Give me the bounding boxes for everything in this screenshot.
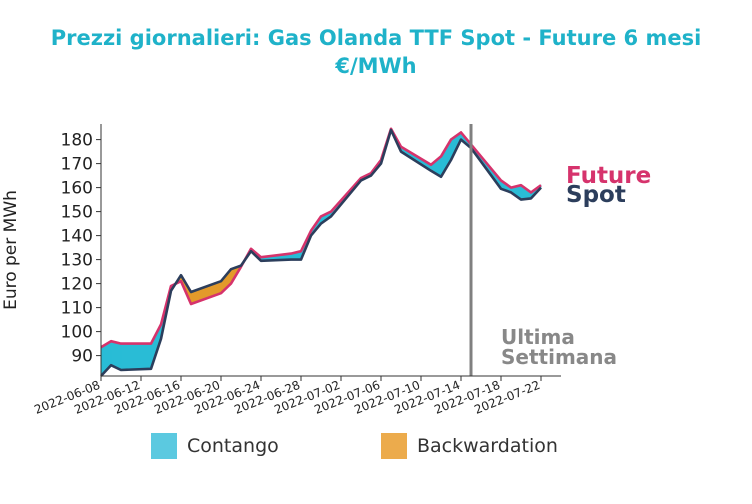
spread-fill <box>190 280 222 305</box>
y-tick-label: 140 <box>61 227 93 247</box>
y-tick-label: 100 <box>61 323 93 343</box>
legend-item-backwardation: Backwardation <box>381 432 558 460</box>
chart-title-line-1: Prezzi giornalieri: Gas Olanda TTF Spot … <box>50 26 702 50</box>
axes: 901001101201301401501601701802022-06-082… <box>1 124 561 417</box>
spot-line <box>100 128 542 377</box>
y-tick-label: 130 <box>61 251 93 271</box>
y-tick-label: 150 <box>61 203 93 223</box>
y-tick-label: 120 <box>61 275 93 295</box>
series-lines <box>100 127 542 377</box>
settimana-label: Settimana <box>501 345 617 369</box>
y-tick-label: 170 <box>61 155 93 175</box>
contango-swatch <box>151 433 177 459</box>
y-tick-label: 180 <box>61 131 93 151</box>
chart-title-line-2: €/MWh <box>335 54 417 78</box>
spread-fills <box>100 127 542 377</box>
y-tick-label: 110 <box>61 299 93 319</box>
spread-fill <box>440 138 452 178</box>
spread-fill <box>120 343 152 371</box>
y-axis-label: Euro per MWh <box>1 190 21 310</box>
y-tick-label: 90 <box>71 347 93 367</box>
spot-series-label: Spot <box>566 182 626 208</box>
legend-label-contango: Contango <box>187 435 279 457</box>
y-tick-label: 160 <box>61 179 93 199</box>
ultima-label: Ultima <box>501 325 575 349</box>
backwardation-swatch <box>381 433 407 459</box>
legend-label-backwardation: Backwardation <box>417 435 558 457</box>
legend-item-contango: Contango <box>151 432 279 460</box>
future-series-label: Future <box>566 163 651 189</box>
